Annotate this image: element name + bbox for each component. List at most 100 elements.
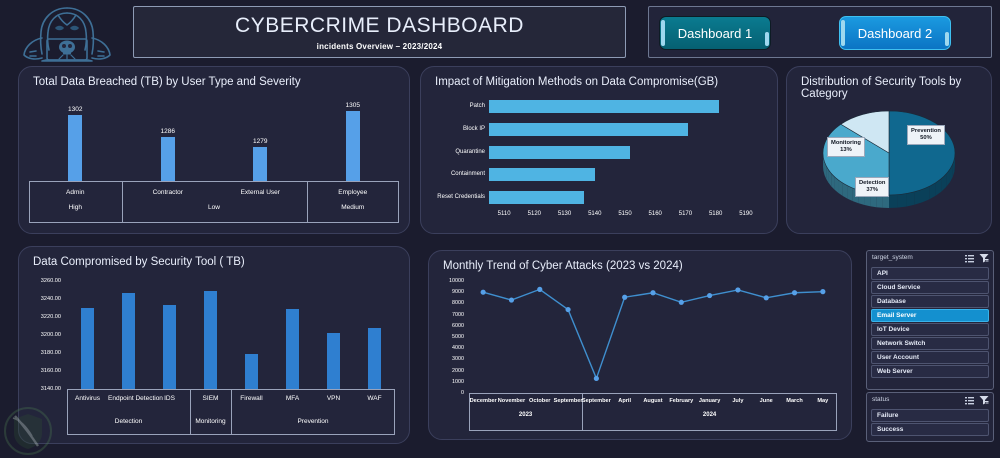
- slicer-item-list-target-system: API Cloud Service Database Email Server IoT …: [867, 267, 993, 378]
- dashboard-2-button[interactable]: Dashboard 2: [839, 16, 951, 50]
- slicer-item-cloud-service[interactable]: Cloud Service: [871, 281, 989, 294]
- multi-select-icon[interactable]: [965, 396, 974, 405]
- axis-category-label: MFA: [285, 395, 300, 402]
- pie-slice-monitoring[interactable]: [840, 110, 890, 154]
- data-point-december-0[interactable]: [480, 289, 486, 295]
- multi-select-icon[interactable]: [965, 254, 974, 263]
- data-point-october-2[interactable]: [537, 286, 543, 292]
- bar-waf[interactable]: [368, 327, 381, 389]
- data-point-august-6[interactable]: [650, 290, 656, 296]
- slicer-item-iot-device[interactable]: IoT Device: [871, 323, 989, 336]
- hbar-patch[interactable]: [489, 99, 719, 113]
- chart-plot-data-by-tool: 3260.00 3240.00 3220.00 3200.00 3180.00 3160.…: [25, 273, 401, 437]
- slicer-item-failure[interactable]: Failure: [871, 409, 989, 422]
- chart-panel-data-by-tool: Data Compromised by Security Tool ( TB) …: [18, 246, 410, 444]
- slicer-item-success[interactable]: Success: [871, 423, 989, 436]
- axis-category-label: Admin: [66, 189, 85, 196]
- axis-y-tick: 4000: [452, 345, 464, 352]
- axis-category-label: SIEM: [202, 395, 219, 402]
- axis-category-label: Endpoint Detection: [108, 395, 163, 402]
- axis-month-label: July: [732, 398, 744, 404]
- axis-y-tick: 6000: [452, 322, 464, 329]
- chart-title-mitigation: Impact of Mitigation Methods on Data Com…: [435, 76, 719, 88]
- axis-y-tick: 1000: [452, 378, 464, 385]
- axis-month-label: August: [643, 398, 663, 404]
- pie-chart-svg: [822, 110, 956, 208]
- dashboard-title-box: CYBERCRIME DASHBOARD incidents Overview …: [133, 6, 626, 58]
- axis-category-label: IDS: [164, 395, 175, 402]
- bar-siem[interactable]: [204, 290, 217, 389]
- axis-group-label: Detection: [114, 418, 143, 425]
- bar-vpn[interactable]: [327, 333, 340, 389]
- slicer-item-database[interactable]: Database: [871, 295, 989, 308]
- data-point-june-10[interactable]: [763, 295, 769, 301]
- axis-category-label: Contractor: [152, 189, 183, 196]
- slicer-status[interactable]: status Failure Success: [866, 392, 994, 442]
- axis-y-tick: 3220.00: [40, 314, 61, 320]
- axis-category-label: Firewall: [240, 395, 263, 402]
- pie-callout-detection: Detection 37%: [855, 177, 890, 198]
- axis-x-tick: 5190: [739, 211, 753, 217]
- axis-month-label: October: [529, 398, 551, 404]
- hbar-category-label: Reset Credentials: [437, 194, 485, 201]
- bar-mfa[interactable]: [286, 308, 299, 389]
- data-point-april-5[interactable]: [622, 294, 628, 300]
- axis-y-tick: 9000: [452, 289, 464, 296]
- dashboard-1-button[interactable]: Dashboard 1: [659, 16, 771, 50]
- chart-axis-monthly-trend: [469, 393, 837, 431]
- chart-title-data-by-tool: Data Compromised by Security Tool ( TB): [33, 256, 245, 268]
- hbar-quarantine[interactable]: [489, 145, 630, 159]
- pie-callout-value: 13%: [840, 147, 852, 154]
- slicer-target-system[interactable]: target_system API Cloud Service Database Em…: [866, 250, 994, 390]
- slicer-item-user-account[interactable]: User Account: [871, 351, 989, 364]
- pie-callout-value: 50%: [920, 135, 932, 142]
- chart-panel-monthly-trend: Monthly Trend of Cyber Attacks (2023 vs …: [428, 250, 852, 440]
- slicer-item-web-server[interactable]: Web Server: [871, 365, 989, 378]
- axis-y-tick: 3240.00: [40, 296, 61, 302]
- data-point-february-7[interactable]: [678, 299, 684, 305]
- data-point-may-12[interactable]: [820, 289, 826, 295]
- slicer-icon-group: [965, 253, 989, 263]
- bar-ids[interactable]: [163, 305, 176, 389]
- hbar-category-label: Patch: [469, 102, 485, 109]
- slicer-item-list-status: Failure Success: [867, 409, 993, 436]
- data-point-march-11[interactable]: [791, 290, 798, 296]
- pie-callout-label: Detection: [859, 180, 886, 186]
- shield-watermark: [2, 406, 54, 456]
- hbar-containment[interactable]: [489, 168, 595, 182]
- axis-category-label: VPN: [326, 395, 341, 402]
- bar-employee[interactable]: [345, 110, 360, 181]
- slicer-item-api[interactable]: API: [871, 267, 989, 280]
- bar-endpoint-detection[interactable]: [122, 292, 135, 389]
- data-point-july-9[interactable]: [735, 287, 741, 293]
- bar-antivirus[interactable]: [81, 308, 94, 389]
- bar-admin[interactable]: [68, 114, 83, 181]
- data-point-september-3[interactable]: [565, 306, 571, 313]
- clear-filter-icon[interactable]: [979, 253, 989, 263]
- axis-month-label: November: [497, 398, 526, 404]
- slicer-title-target-system: target_system: [872, 254, 913, 261]
- line-chart-svg: [480, 286, 826, 382]
- axis-x-tick: 5120: [527, 211, 541, 217]
- data-point-november-1[interactable]: [508, 297, 515, 303]
- axis-x-tick: 5130: [557, 211, 572, 217]
- dashboard-2-label: Dashboard 2: [857, 25, 933, 41]
- axis-y-tick: 7000: [452, 311, 464, 318]
- data-point-september-4[interactable]: [593, 375, 599, 382]
- slicer-item-network-switch[interactable]: Network Switch: [871, 337, 989, 350]
- clear-filter-icon[interactable]: [979, 395, 989, 405]
- hbar-block-ip[interactable]: [489, 122, 689, 136]
- axis-category-label: External User: [240, 189, 280, 196]
- data-point-january-8[interactable]: [707, 292, 713, 299]
- bar-firewall[interactable]: [245, 353, 258, 389]
- slicer-item-email-server[interactable]: Email Server: [871, 309, 989, 322]
- bar-contractor[interactable]: [160, 137, 175, 181]
- bar-external-user[interactable]: [253, 146, 268, 181]
- axis-group-label: Prevention: [297, 418, 329, 425]
- chart-plot-mitigation: Patch Block IP Quarantine Containment Reset …: [429, 91, 769, 227]
- axis-month-label: March: [786, 398, 803, 404]
- hbar-reset-credentials[interactable]: [489, 191, 585, 205]
- button-edge-highlight: [765, 32, 769, 46]
- axis-x-tick: 5140: [588, 211, 602, 217]
